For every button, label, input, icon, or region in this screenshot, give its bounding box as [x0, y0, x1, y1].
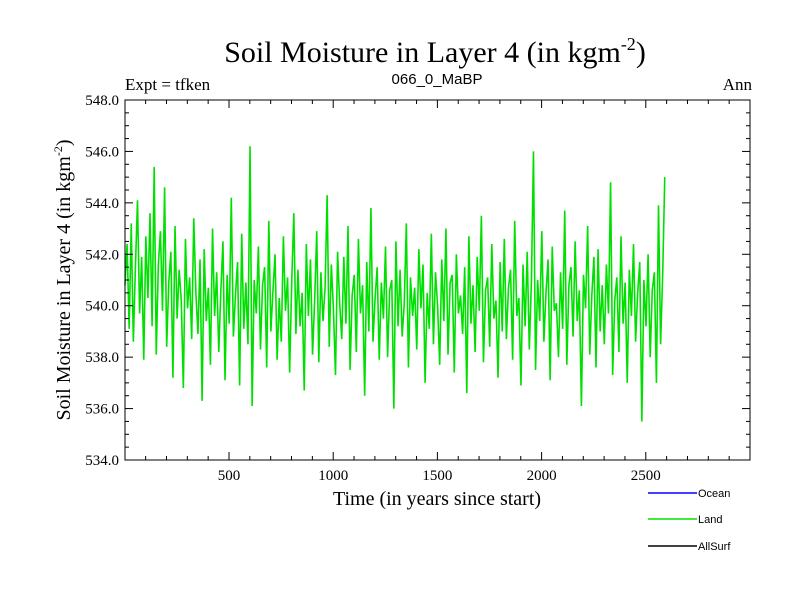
chart-title-superscript: -2	[621, 34, 636, 54]
legend-label-land: Land	[698, 514, 722, 526]
y-tick-label: 540.0	[85, 299, 119, 315]
legend-label-allsurf: AllSurf	[698, 541, 731, 553]
chart-title-close: )	[636, 36, 646, 69]
y-tick-label: 536.0	[85, 402, 119, 418]
period-label: 066_0_MaBP	[392, 71, 483, 88]
x-tick-label: 500	[218, 468, 241, 484]
legend-label-ocean: Ocean	[698, 488, 730, 500]
y-axis-label-close: )	[53, 139, 75, 146]
x-tick-label: 1500	[422, 468, 452, 484]
y-axis-label: Soil Moisture in Layer 4 (in kgm-2)	[51, 139, 75, 420]
chart-title: Soil Moisture in Layer 4 (in kgm-2)	[224, 34, 646, 69]
experiment-label: Expt = tfken	[125, 75, 211, 94]
series-line-land	[124, 146, 666, 422]
x-tick-label: 2500	[631, 468, 661, 484]
y-tick-label: 542.0	[85, 247, 119, 263]
y-tick-label: 546.0	[85, 144, 119, 160]
y-tick-label: 548.0	[85, 93, 119, 109]
plot-frame	[124, 99, 751, 461]
y-tick-label: 544.0	[85, 196, 119, 212]
legend: Ocean Land AllSurf	[648, 488, 731, 553]
y-tick-label: 534.0	[85, 453, 119, 469]
series-group	[124, 146, 666, 422]
season-label: Ann	[723, 75, 753, 94]
y-axis-label-superscript: -2	[51, 146, 65, 156]
ticks-group: 534.0 536.0 538.0 540.0 542.0 544.0 546.0 548.0…	[85, 93, 750, 484]
x-tick-label: 2000	[527, 468, 557, 484]
x-tick-label: 1000	[318, 468, 348, 484]
x-axis-label: Time (in years since start)	[333, 488, 541, 510]
y-tick-label: 538.0	[85, 350, 119, 366]
